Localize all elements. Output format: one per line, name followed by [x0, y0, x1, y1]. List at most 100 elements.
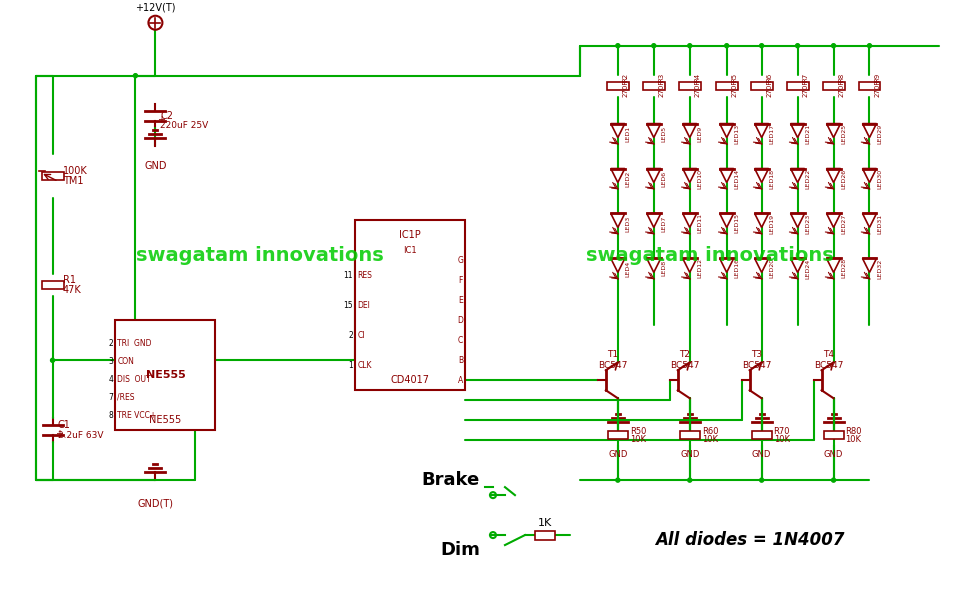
Text: LED29: LED29 [877, 124, 882, 144]
Text: LED20: LED20 [770, 258, 775, 278]
Polygon shape [863, 259, 876, 272]
Text: LED12: LED12 [698, 258, 702, 278]
Text: LED1: LED1 [626, 126, 630, 141]
Circle shape [652, 44, 655, 48]
Bar [751, 82, 773, 89]
Text: R2: R2 [623, 73, 628, 82]
Text: LED9: LED9 [698, 126, 702, 141]
Polygon shape [720, 214, 733, 227]
Polygon shape [791, 259, 804, 272]
Polygon shape [647, 259, 661, 272]
Text: LED15: LED15 [734, 214, 740, 233]
Text: NE555: NE555 [145, 370, 185, 380]
Text: All diodes = 1N4007: All diodes = 1N4007 [654, 531, 845, 549]
Text: T4
BC547: T4 BC547 [814, 350, 843, 370]
Polygon shape [611, 259, 625, 272]
Text: 10K: 10K [629, 435, 646, 443]
Text: R7: R7 [802, 73, 808, 82]
Circle shape [868, 44, 872, 48]
Text: 10K: 10K [774, 435, 790, 443]
Text: LED27: LED27 [842, 213, 847, 234]
Bar [535, 530, 554, 539]
Bar [787, 82, 808, 89]
Text: R3: R3 [659, 73, 665, 82]
Text: NE555: NE555 [149, 415, 182, 425]
Polygon shape [826, 214, 841, 227]
Text: IC1: IC1 [404, 246, 417, 255]
Text: 270R: 270R [695, 79, 701, 96]
Text: +: + [158, 115, 165, 124]
Text: 47K: 47K [62, 285, 82, 295]
Text: LED10: LED10 [698, 169, 702, 188]
Text: DEI: DEI [357, 301, 370, 310]
Text: LED5: LED5 [662, 126, 667, 141]
Circle shape [796, 44, 800, 48]
Text: LED25: LED25 [842, 124, 847, 144]
Polygon shape [791, 124, 804, 137]
Text: +: + [55, 429, 62, 439]
Text: CON: CON [117, 357, 135, 366]
Text: 270R: 270R [839, 79, 845, 96]
Text: 270R: 270R [659, 79, 665, 96]
Text: LED4: LED4 [626, 260, 630, 276]
Bar [678, 82, 701, 89]
Polygon shape [754, 259, 769, 272]
Text: R8: R8 [839, 73, 845, 82]
Text: 220uF 25V: 220uF 25V [160, 121, 209, 130]
Text: R4: R4 [695, 73, 701, 82]
Bar [643, 82, 665, 89]
Text: R80: R80 [846, 427, 862, 436]
Text: 3: 3 [109, 357, 113, 366]
Text: LED30: LED30 [877, 169, 882, 189]
Text: 270R: 270R [731, 79, 738, 96]
Bar [356, 220, 465, 390]
Text: R1: R1 [62, 275, 76, 285]
Text: B: B [457, 356, 463, 365]
Text: LED6: LED6 [662, 170, 667, 186]
Text: LED3: LED3 [626, 215, 630, 231]
Bar [606, 82, 628, 89]
Polygon shape [647, 124, 661, 137]
Text: G: G [457, 256, 463, 265]
Text: C1: C1 [58, 420, 70, 430]
Circle shape [759, 44, 764, 48]
Text: LED28: LED28 [842, 258, 847, 278]
Bar [608, 431, 628, 439]
Polygon shape [720, 124, 733, 137]
Polygon shape [754, 124, 769, 137]
Text: LED26: LED26 [842, 169, 847, 189]
Text: 11: 11 [344, 271, 353, 280]
Text: R6: R6 [767, 73, 773, 82]
Text: GND: GND [824, 450, 843, 459]
Text: R60: R60 [702, 427, 718, 436]
Text: 15: 15 [343, 301, 353, 310]
Text: swagatam innovations: swagatam innovations [586, 246, 833, 265]
Bar [679, 431, 700, 439]
Text: CD4017: CD4017 [390, 375, 430, 385]
Text: RES: RES [357, 271, 372, 280]
Polygon shape [826, 259, 841, 272]
Bar [716, 82, 738, 89]
Text: C: C [457, 336, 463, 345]
Text: 7: 7 [109, 392, 113, 402]
Circle shape [831, 478, 835, 482]
Text: 4: 4 [109, 375, 113, 384]
Text: 1: 1 [349, 361, 353, 370]
Text: CLK: CLK [357, 361, 372, 370]
Polygon shape [611, 124, 625, 137]
Circle shape [134, 73, 137, 78]
Polygon shape [791, 169, 804, 182]
Bar [115, 320, 215, 430]
Polygon shape [682, 169, 697, 182]
Polygon shape [682, 259, 697, 272]
Text: GND: GND [752, 450, 772, 459]
Bar [824, 431, 844, 439]
Text: GND: GND [144, 160, 166, 170]
Text: LED32: LED32 [877, 258, 882, 279]
Circle shape [759, 478, 764, 482]
Text: R5: R5 [731, 73, 738, 82]
Text: LED8: LED8 [662, 260, 667, 276]
Text: A: A [457, 376, 463, 385]
Text: 2: 2 [109, 339, 113, 348]
Bar [41, 281, 63, 289]
